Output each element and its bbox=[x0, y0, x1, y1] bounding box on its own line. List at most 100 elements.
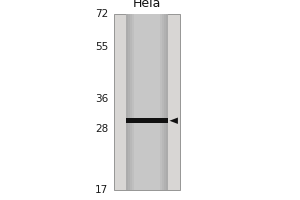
Bar bbox=[126, 176, 168, 178]
Bar bbox=[126, 186, 168, 188]
Bar bbox=[126, 51, 168, 53]
Bar bbox=[126, 148, 168, 150]
Bar bbox=[126, 151, 168, 153]
Bar bbox=[126, 174, 168, 176]
Text: Hela: Hela bbox=[133, 0, 161, 10]
Bar bbox=[162, 14, 168, 190]
Bar bbox=[126, 35, 168, 37]
Bar bbox=[126, 14, 134, 190]
Bar bbox=[126, 88, 168, 90]
Text: 17: 17 bbox=[95, 185, 108, 195]
Bar bbox=[126, 98, 168, 100]
Bar bbox=[126, 181, 168, 183]
Bar bbox=[126, 46, 168, 47]
Bar bbox=[126, 162, 168, 164]
Bar bbox=[126, 188, 168, 190]
Bar bbox=[126, 37, 168, 39]
Bar bbox=[126, 128, 168, 130]
Bar bbox=[126, 40, 168, 42]
Bar bbox=[126, 47, 168, 49]
Bar bbox=[126, 79, 168, 81]
Bar bbox=[126, 139, 168, 141]
Text: 36: 36 bbox=[95, 94, 108, 104]
Bar bbox=[126, 56, 168, 58]
Bar bbox=[126, 70, 168, 72]
Bar bbox=[126, 83, 168, 84]
Bar bbox=[126, 32, 168, 33]
Bar bbox=[126, 114, 168, 116]
Bar bbox=[126, 93, 168, 95]
Bar bbox=[126, 72, 168, 74]
Bar bbox=[126, 165, 168, 167]
Bar bbox=[126, 160, 168, 162]
Bar bbox=[126, 134, 168, 135]
Bar bbox=[126, 144, 168, 146]
Bar bbox=[114, 14, 180, 190]
Bar bbox=[126, 100, 168, 102]
Bar bbox=[126, 49, 168, 51]
Bar bbox=[126, 63, 168, 65]
Bar bbox=[126, 81, 168, 83]
Bar bbox=[126, 158, 168, 160]
Bar bbox=[126, 130, 168, 132]
Bar bbox=[126, 33, 168, 35]
Bar bbox=[126, 26, 168, 28]
Bar bbox=[126, 118, 168, 123]
Bar bbox=[126, 172, 168, 174]
Bar bbox=[126, 58, 168, 60]
Bar bbox=[126, 97, 168, 98]
Bar bbox=[164, 14, 168, 190]
Bar bbox=[126, 28, 168, 30]
Bar bbox=[126, 109, 168, 111]
Bar bbox=[126, 44, 168, 46]
Bar bbox=[126, 60, 168, 62]
Bar bbox=[126, 77, 168, 79]
Text: 28: 28 bbox=[95, 124, 108, 134]
Bar bbox=[126, 142, 168, 144]
Bar bbox=[126, 102, 168, 104]
Bar bbox=[126, 141, 168, 142]
Bar bbox=[126, 153, 168, 155]
Bar bbox=[126, 167, 168, 169]
Bar bbox=[126, 118, 168, 120]
Text: 72: 72 bbox=[95, 9, 108, 19]
Bar bbox=[126, 23, 168, 25]
Bar bbox=[126, 125, 168, 127]
Bar bbox=[126, 95, 168, 97]
Bar bbox=[126, 76, 168, 77]
Bar bbox=[126, 67, 168, 69]
Bar bbox=[126, 164, 168, 165]
Bar bbox=[126, 123, 168, 125]
Bar bbox=[126, 65, 168, 67]
Bar bbox=[126, 14, 130, 190]
Bar bbox=[126, 54, 168, 56]
Bar bbox=[166, 14, 168, 190]
Bar bbox=[126, 155, 168, 157]
Bar bbox=[126, 104, 168, 106]
Text: 55: 55 bbox=[95, 42, 108, 52]
Bar bbox=[126, 30, 168, 32]
Bar bbox=[126, 127, 168, 128]
Bar bbox=[126, 121, 168, 123]
Bar bbox=[126, 107, 168, 109]
Bar bbox=[126, 18, 168, 19]
Bar bbox=[126, 137, 168, 139]
Bar bbox=[126, 150, 168, 151]
Bar bbox=[126, 74, 168, 76]
Bar bbox=[126, 185, 168, 186]
Bar bbox=[126, 183, 168, 185]
Bar bbox=[126, 111, 168, 113]
Bar bbox=[126, 21, 168, 23]
Bar bbox=[160, 14, 168, 190]
Bar bbox=[126, 171, 168, 172]
Bar bbox=[126, 14, 128, 190]
Bar bbox=[126, 86, 168, 88]
Bar bbox=[126, 39, 168, 40]
Bar bbox=[126, 16, 168, 18]
Bar bbox=[126, 132, 168, 134]
Polygon shape bbox=[169, 118, 178, 124]
Bar bbox=[126, 91, 168, 93]
Bar bbox=[126, 179, 168, 181]
Bar bbox=[126, 14, 132, 190]
Bar bbox=[126, 120, 168, 121]
